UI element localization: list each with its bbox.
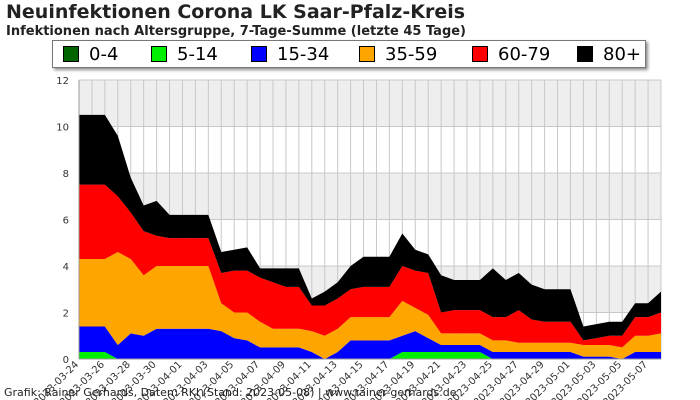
y-tick-label: 8	[63, 169, 69, 180]
y-tick-label: 12	[56, 76, 69, 87]
legend-swatch	[577, 46, 593, 62]
y-tick-label: 2	[63, 309, 69, 320]
legend-item-60-79: 60-79	[472, 41, 550, 67]
chart-subtitle: Infektionen nach Altersgruppe, 7-Tage-Su…	[6, 24, 467, 39]
legend-swatch	[472, 46, 488, 62]
legend-label: 60-79	[498, 43, 551, 65]
legend-item-35-59: 35-59	[359, 41, 437, 67]
series-area-80-plus	[79, 114, 661, 341]
series-area-15-34	[79, 326, 661, 359]
legend-swatch	[63, 46, 79, 62]
y-tick-label: 10	[56, 123, 69, 134]
legend-item-80-plus: 80+	[577, 41, 641, 67]
legend-item-5-14: 5-14	[151, 41, 218, 67]
legend-label: 35-59	[385, 43, 438, 65]
legend-label: 5-14	[177, 43, 218, 65]
y-tick-label: 6	[63, 216, 69, 227]
legend-label: 80+	[603, 43, 641, 65]
plot-band	[79, 80, 661, 127]
legend-item-0-4: 0-4	[63, 41, 118, 67]
plot-band	[79, 173, 661, 220]
chart-title: Neuinfektionen Corona LK Saar-Pfalz-Krei…	[6, 1, 466, 23]
legend-swatch	[151, 46, 167, 62]
y-tick-label: 4	[63, 262, 69, 273]
series-area-35-59	[79, 252, 661, 359]
legend-label: 0-4	[89, 43, 119, 65]
y-tick-label: 0	[63, 355, 69, 366]
legend-swatch	[251, 46, 267, 62]
legend-item-15-34: 15-34	[251, 41, 329, 67]
plot-band	[79, 126, 661, 173]
chart-legend: 0-4 5-14 15-34 35-59 60-79 80+	[52, 40, 646, 68]
legend-label: 15-34	[277, 43, 330, 65]
series-area-60-79	[79, 184, 661, 348]
legend-swatch	[359, 46, 375, 62]
source-credit: Grafik: Rainer Gerhards, Daten: RKI (Sta…	[4, 386, 457, 399]
